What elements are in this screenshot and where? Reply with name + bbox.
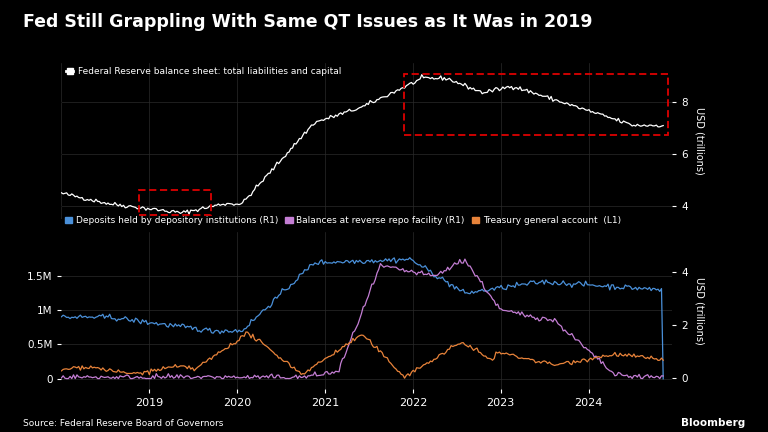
Text: Source: Federal Reserve Board of Governors: Source: Federal Reserve Board of Governo… <box>23 419 223 428</box>
Text: Bloomberg: Bloomberg <box>680 418 745 428</box>
Bar <box>404 74 667 135</box>
Text: Fed Still Grappling With Same QT Issues as It Was in 2019: Fed Still Grappling With Same QT Issues … <box>23 13 593 31</box>
Legend: Deposits held by depository institutions (R1), Balances at reverse repo facility: Deposits held by depository institutions… <box>61 213 624 229</box>
Y-axis label: USD (trillions): USD (trillions) <box>694 276 704 344</box>
Legend: Federal Reserve balance sheet: total liabilities and capital: Federal Reserve balance sheet: total lia… <box>65 65 343 78</box>
Y-axis label: USD (trillions): USD (trillions) <box>694 107 704 175</box>
Bar <box>139 190 210 215</box>
